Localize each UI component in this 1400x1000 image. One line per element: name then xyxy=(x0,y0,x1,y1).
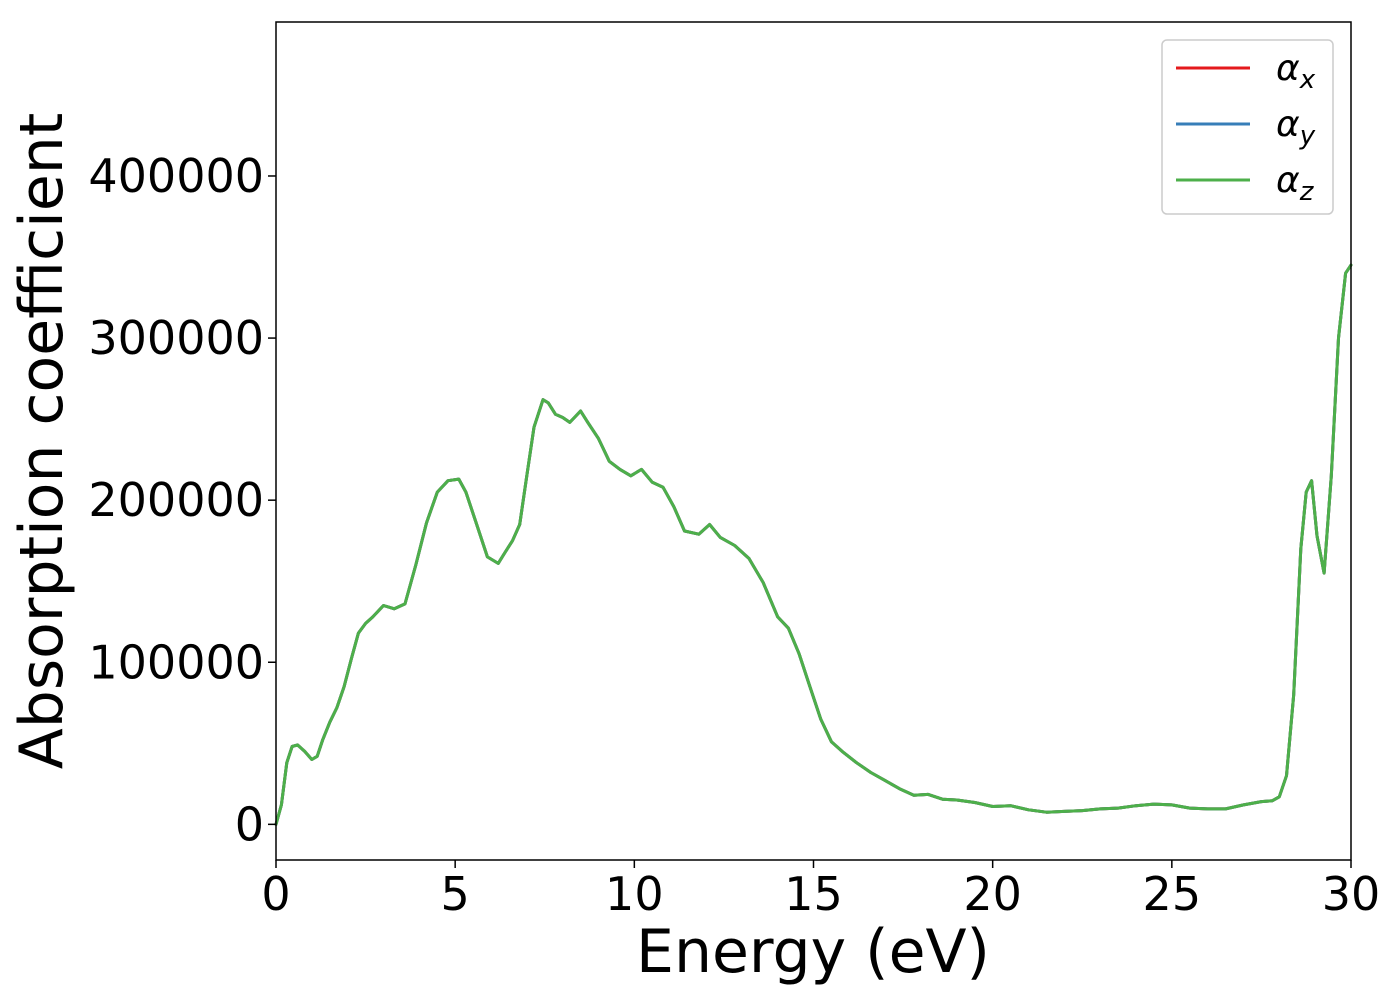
y-tick-label: 200000 xyxy=(88,473,264,527)
y-tick-label: 100000 xyxy=(88,635,264,689)
series-line-y xyxy=(274,263,1353,826)
legend-box xyxy=(1161,39,1334,215)
y-tick-label: 0 xyxy=(235,797,264,851)
y-axis-title: Absorption coefficient xyxy=(7,113,77,770)
series-layer xyxy=(274,263,1353,826)
x-axis: 0 5 10 15 20 25 30 xyxy=(261,860,1380,921)
y-tick-label: 400000 xyxy=(88,149,264,203)
x-tick-label: 20 xyxy=(963,867,1022,921)
x-tick-label: 5 xyxy=(441,867,470,921)
y-tick-label: 300000 xyxy=(88,311,264,365)
y-axis: 0 100000 200000 300000 400000 xyxy=(88,149,276,851)
x-tick-label: 0 xyxy=(261,867,290,921)
x-tick-label: 30 xyxy=(1322,867,1381,921)
x-tick-label: 10 xyxy=(605,867,664,921)
x-tick-label: 25 xyxy=(1143,867,1202,921)
series-line-x xyxy=(274,263,1353,826)
x-tick-label: 15 xyxy=(784,867,843,921)
x-axis-title: Energy (eV) xyxy=(636,917,990,987)
series-line-z xyxy=(274,263,1353,826)
